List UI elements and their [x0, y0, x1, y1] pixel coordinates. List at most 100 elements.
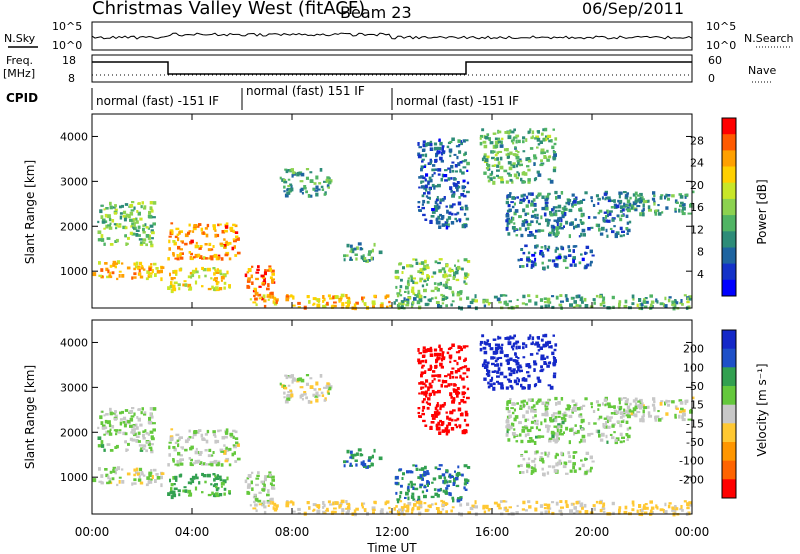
velocity-echo-cell: [520, 454, 523, 457]
velocity-echo-cell: [527, 500, 531, 504]
velocity-echo-cell: [613, 405, 616, 409]
power-echo-cell: [299, 180, 304, 183]
power-echo-cell: [389, 304, 392, 307]
velocity-echo-cell: [641, 404, 645, 407]
velocity-echo-cell: [581, 434, 586, 439]
velocity-echo-cell: [642, 413, 645, 418]
power-echo-cell: [684, 193, 689, 198]
power-echo-cell: [552, 158, 556, 161]
velocity-echo-cell: [148, 421, 153, 425]
velocity-echo-cell: [200, 433, 204, 438]
power-echo-cell: [142, 241, 146, 244]
velocity-echo-cell: [662, 509, 665, 513]
velocity-echo-cell: [516, 370, 519, 374]
power-echo-cell: [100, 215, 104, 219]
velocity-echo-cell: [450, 418, 454, 422]
power-echo-cell: [152, 222, 156, 226]
cpid-segment-3: normal (fast) -151 IF: [396, 94, 519, 108]
power-echo-cell: [412, 292, 416, 295]
velocity-echo-cell: [463, 430, 468, 434]
velocity-echo-cell: [434, 406, 438, 411]
power-echo-cell: [653, 194, 656, 198]
velocity-echo-cell: [133, 412, 136, 416]
velocity-echo-cell: [463, 418, 467, 422]
velocity-echo-cell: [606, 415, 609, 420]
velocity-echo-cell: [454, 470, 456, 473]
velocity-echo-cell: [554, 396, 558, 401]
velocity-echo-cell: [505, 419, 510, 424]
power-echo-cell: [234, 231, 239, 234]
power-echo-cell: [674, 207, 677, 212]
power-echo-cell: [367, 259, 371, 262]
velocity-echo-cell: [92, 478, 97, 483]
power-echo-cell: [584, 304, 589, 308]
power-echo-cell: [436, 220, 441, 225]
velocity-echo-cell: [420, 381, 424, 385]
velocity-echo-cell: [527, 363, 531, 367]
velocity-echo-cell: [625, 433, 629, 436]
velocity-echo-cell: [661, 417, 664, 420]
velocity-echo-cell: [544, 412, 549, 417]
velocity-echo-cell: [611, 424, 615, 428]
velocity-echo-cell: [388, 506, 391, 510]
velocity-echo-cell: [129, 437, 133, 441]
velocity-echo-cell: [459, 425, 462, 429]
velocity-echo-cell: [289, 374, 292, 379]
cpid-label: CPID: [6, 91, 38, 105]
velocity-echo-cell: [287, 384, 291, 387]
power-echo-cell: [424, 302, 429, 307]
velocity-echo-cell: [563, 418, 567, 422]
power-echo-cell: [456, 211, 460, 215]
power-echo-cell: [466, 296, 470, 300]
power-echo-cell: [546, 265, 550, 269]
velocity-echo-cell: [595, 429, 598, 433]
power-echo-cell: [532, 198, 536, 202]
velocity-echo-cell: [562, 465, 567, 469]
power-echo-cell: [176, 256, 180, 261]
power-echo-cell: [580, 253, 583, 256]
velocity-echo-cell: [444, 429, 448, 433]
velocity-echo-cell: [681, 412, 686, 417]
power-echo-cell: [215, 280, 218, 283]
power-echo-cell: [194, 280, 198, 285]
velocity-echo-cell: [448, 473, 452, 477]
velocity-echo-cell: [312, 503, 317, 507]
power-echo-cell: [446, 209, 449, 214]
velocity-echo-cell: [621, 436, 625, 439]
velocity-echo-cell: [415, 467, 419, 471]
velocity-echo-cell: [425, 401, 429, 404]
power-echo-cell: [133, 262, 136, 266]
power-echo-cell: [457, 201, 462, 206]
velocity-echo-cell: [680, 505, 683, 509]
velocity-echo-cell: [444, 479, 448, 484]
velocity-echo-cell: [640, 508, 644, 513]
velocity-echo-cell: [363, 465, 367, 468]
velocity-echo-cell: [460, 399, 465, 403]
power-echo-cell: [689, 202, 693, 207]
power-echo-cell: [124, 234, 127, 238]
power-echo-cell: [169, 285, 174, 289]
power-echo-cell: [119, 215, 123, 220]
power-echo-cell: [537, 173, 542, 177]
power-echo-cell: [554, 249, 557, 253]
nsky-label: N.Sky: [4, 32, 36, 45]
power-echo-cell: [136, 210, 139, 213]
velocity-echo-cell: [674, 405, 678, 410]
velocity-echo-cell: [442, 480, 445, 484]
power-echo-cell: [508, 174, 512, 177]
power-echo-cell: [606, 196, 611, 200]
power-echo-cell: [257, 293, 262, 297]
power-echo-cell: [598, 227, 601, 232]
power-echo-cell: [206, 267, 211, 272]
velocity-echo-cell: [418, 468, 421, 471]
power-echo-cell: [494, 158, 497, 161]
velocity-echo-cell: [133, 430, 136, 434]
power-echo-cell: [407, 296, 411, 300]
velocity-echo-cell: [681, 509, 684, 512]
velocity-echo-cell: [497, 336, 502, 340]
power-echo-cell: [554, 233, 559, 236]
power-echo-cell: [269, 294, 272, 299]
velocity-echo-cell: [534, 343, 537, 346]
velocity-echo-cell: [140, 411, 143, 415]
velocity-echo-cell: [175, 433, 180, 437]
